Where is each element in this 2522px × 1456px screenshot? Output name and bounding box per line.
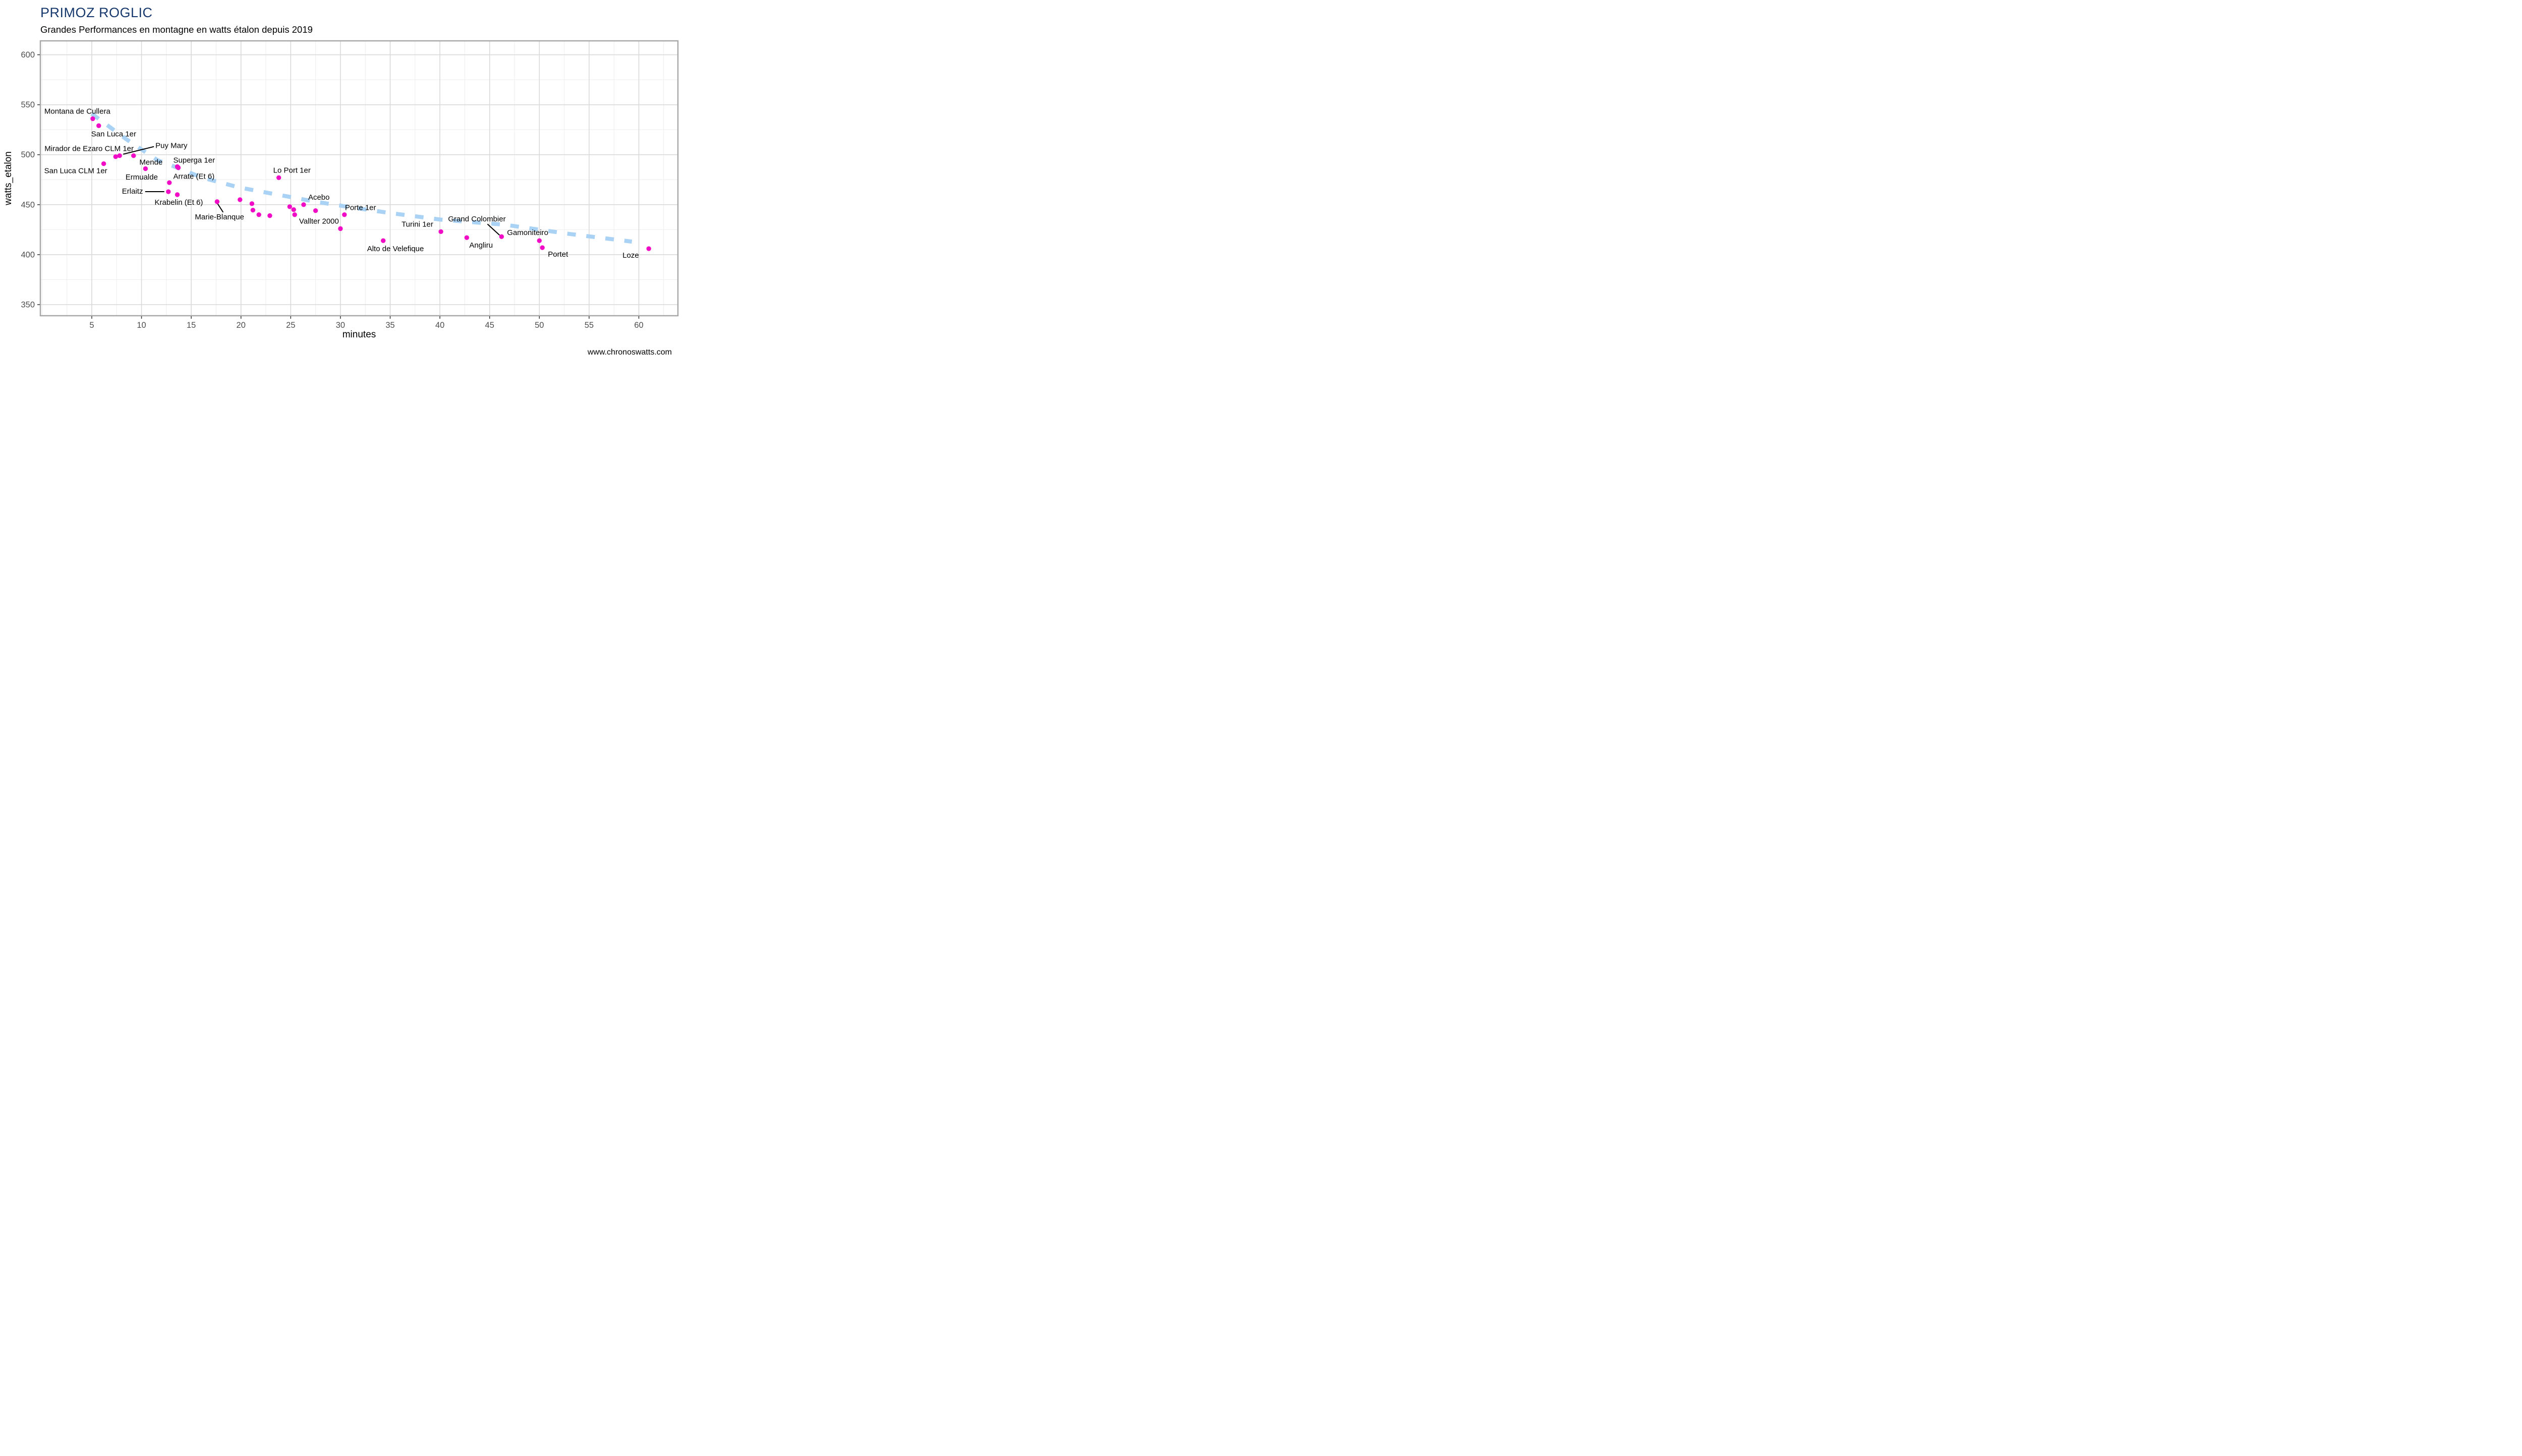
data-point: [90, 116, 95, 122]
point-label: Gamoniteiro: [507, 228, 548, 237]
data-point: [301, 202, 306, 207]
y-tick-label: 400: [21, 250, 35, 259]
data-point: [96, 123, 101, 128]
data-point: [342, 212, 347, 217]
point-label: Angliru: [469, 241, 493, 250]
y-tick-label: 350: [21, 301, 35, 310]
label-leader-line: [487, 223, 500, 236]
x-tick-label: 15: [187, 321, 196, 330]
data-point: [238, 197, 243, 202]
label-leader-line: [123, 146, 154, 155]
chart-subtitle: Grandes Performances en montagne en watt…: [40, 24, 313, 35]
point-label: Loze: [622, 251, 639, 260]
scatter-plot: 5 10 15 20 25 30 35 40 45 50 55 60 350 400 450 500 550 60…: [3, 40, 679, 340]
data-point: [113, 154, 118, 159]
data-point: [214, 199, 220, 204]
data-point: [464, 235, 470, 240]
x-tick-label: 55: [585, 321, 594, 330]
data-point: [143, 166, 148, 171]
x-tick-label: 45: [485, 321, 494, 330]
data-point: [646, 246, 651, 251]
point-label: San Luca CLM 1er: [44, 167, 107, 176]
point-label: Grand Colombier: [448, 215, 505, 223]
point-label: Alto de Velefique: [367, 245, 424, 253]
watermark-url: www.chronoswatts.com: [587, 348, 672, 357]
data-point: [131, 153, 136, 158]
point-label: Erlaitz: [122, 187, 143, 196]
x-tick-label: 5: [89, 321, 94, 330]
x-tick-label: 10: [137, 321, 146, 330]
data-point: [256, 212, 261, 217]
y-tick-label: 550: [21, 100, 35, 109]
data-point: [291, 207, 296, 212]
point-label: Acebo: [308, 193, 330, 202]
label-leader-line: [217, 203, 224, 213]
x-tick-label: 25: [286, 321, 295, 330]
data-point: [313, 208, 318, 213]
x-axis-title: minutes: [342, 329, 376, 340]
point-label: Marie-Blanque: [195, 213, 244, 221]
data-point: [166, 189, 171, 194]
point-label: Mirador de Ezaro CLM 1er: [44, 145, 134, 153]
point-label: Porte 1er: [345, 204, 376, 212]
point-label: Vallter 2000: [299, 217, 339, 225]
data-point: [438, 229, 443, 235]
point-label: San Luca 1er: [91, 130, 136, 138]
x-tick-label: 20: [237, 321, 246, 330]
point-label: Montana de Cullera: [44, 107, 111, 115]
data-point: [537, 238, 542, 243]
data-point: [287, 204, 293, 209]
point-label: Lo Port 1er: [273, 166, 311, 174]
chart-title: PRIMOZ ROGLIC: [40, 5, 153, 20]
data-point: [176, 165, 181, 170]
point-label: Portet: [548, 250, 568, 259]
data-point: [101, 161, 106, 166]
x-tick-label: 60: [634, 321, 643, 330]
point-label: Puy Mary: [155, 142, 188, 150]
point-label: Superga 1er: [174, 156, 215, 165]
data-point: [338, 226, 343, 231]
plot-panel: [40, 41, 678, 316]
x-tick-label: 50: [535, 321, 544, 330]
x-tick-label: 30: [336, 321, 345, 330]
x-tick-label: 40: [435, 321, 444, 330]
data-point: [499, 234, 504, 239]
data-point: [540, 245, 545, 250]
data-point: [167, 180, 172, 185]
y-tick-label: 600: [21, 50, 35, 60]
panel-border: [39, 40, 679, 317]
point-label: Mende: [139, 158, 162, 166]
y-tick-label: 500: [21, 150, 35, 159]
chart-figure: PRIMOZ ROGLIC Grandes Performances en mo…: [0, 0, 681, 364]
data-point: [117, 153, 122, 158]
data-point: [175, 192, 180, 197]
data-point: [250, 208, 256, 213]
data-point: [292, 212, 297, 217]
trend-line: [90, 112, 633, 244]
data-point: [267, 213, 272, 218]
data-point: [276, 175, 281, 181]
y-tick-label: 450: [21, 200, 35, 209]
x-tick-label: 35: [385, 321, 394, 330]
point-label: Arrate (Et 6): [174, 172, 215, 181]
data-point: [249, 201, 255, 206]
data-point: [381, 238, 386, 243]
y-axis-title: watts_etalon: [3, 151, 14, 206]
point-label: Ermualde: [126, 173, 158, 182]
point-label: Krabelin (Et 6): [155, 198, 203, 207]
point-label: Turini 1er: [402, 220, 433, 228]
